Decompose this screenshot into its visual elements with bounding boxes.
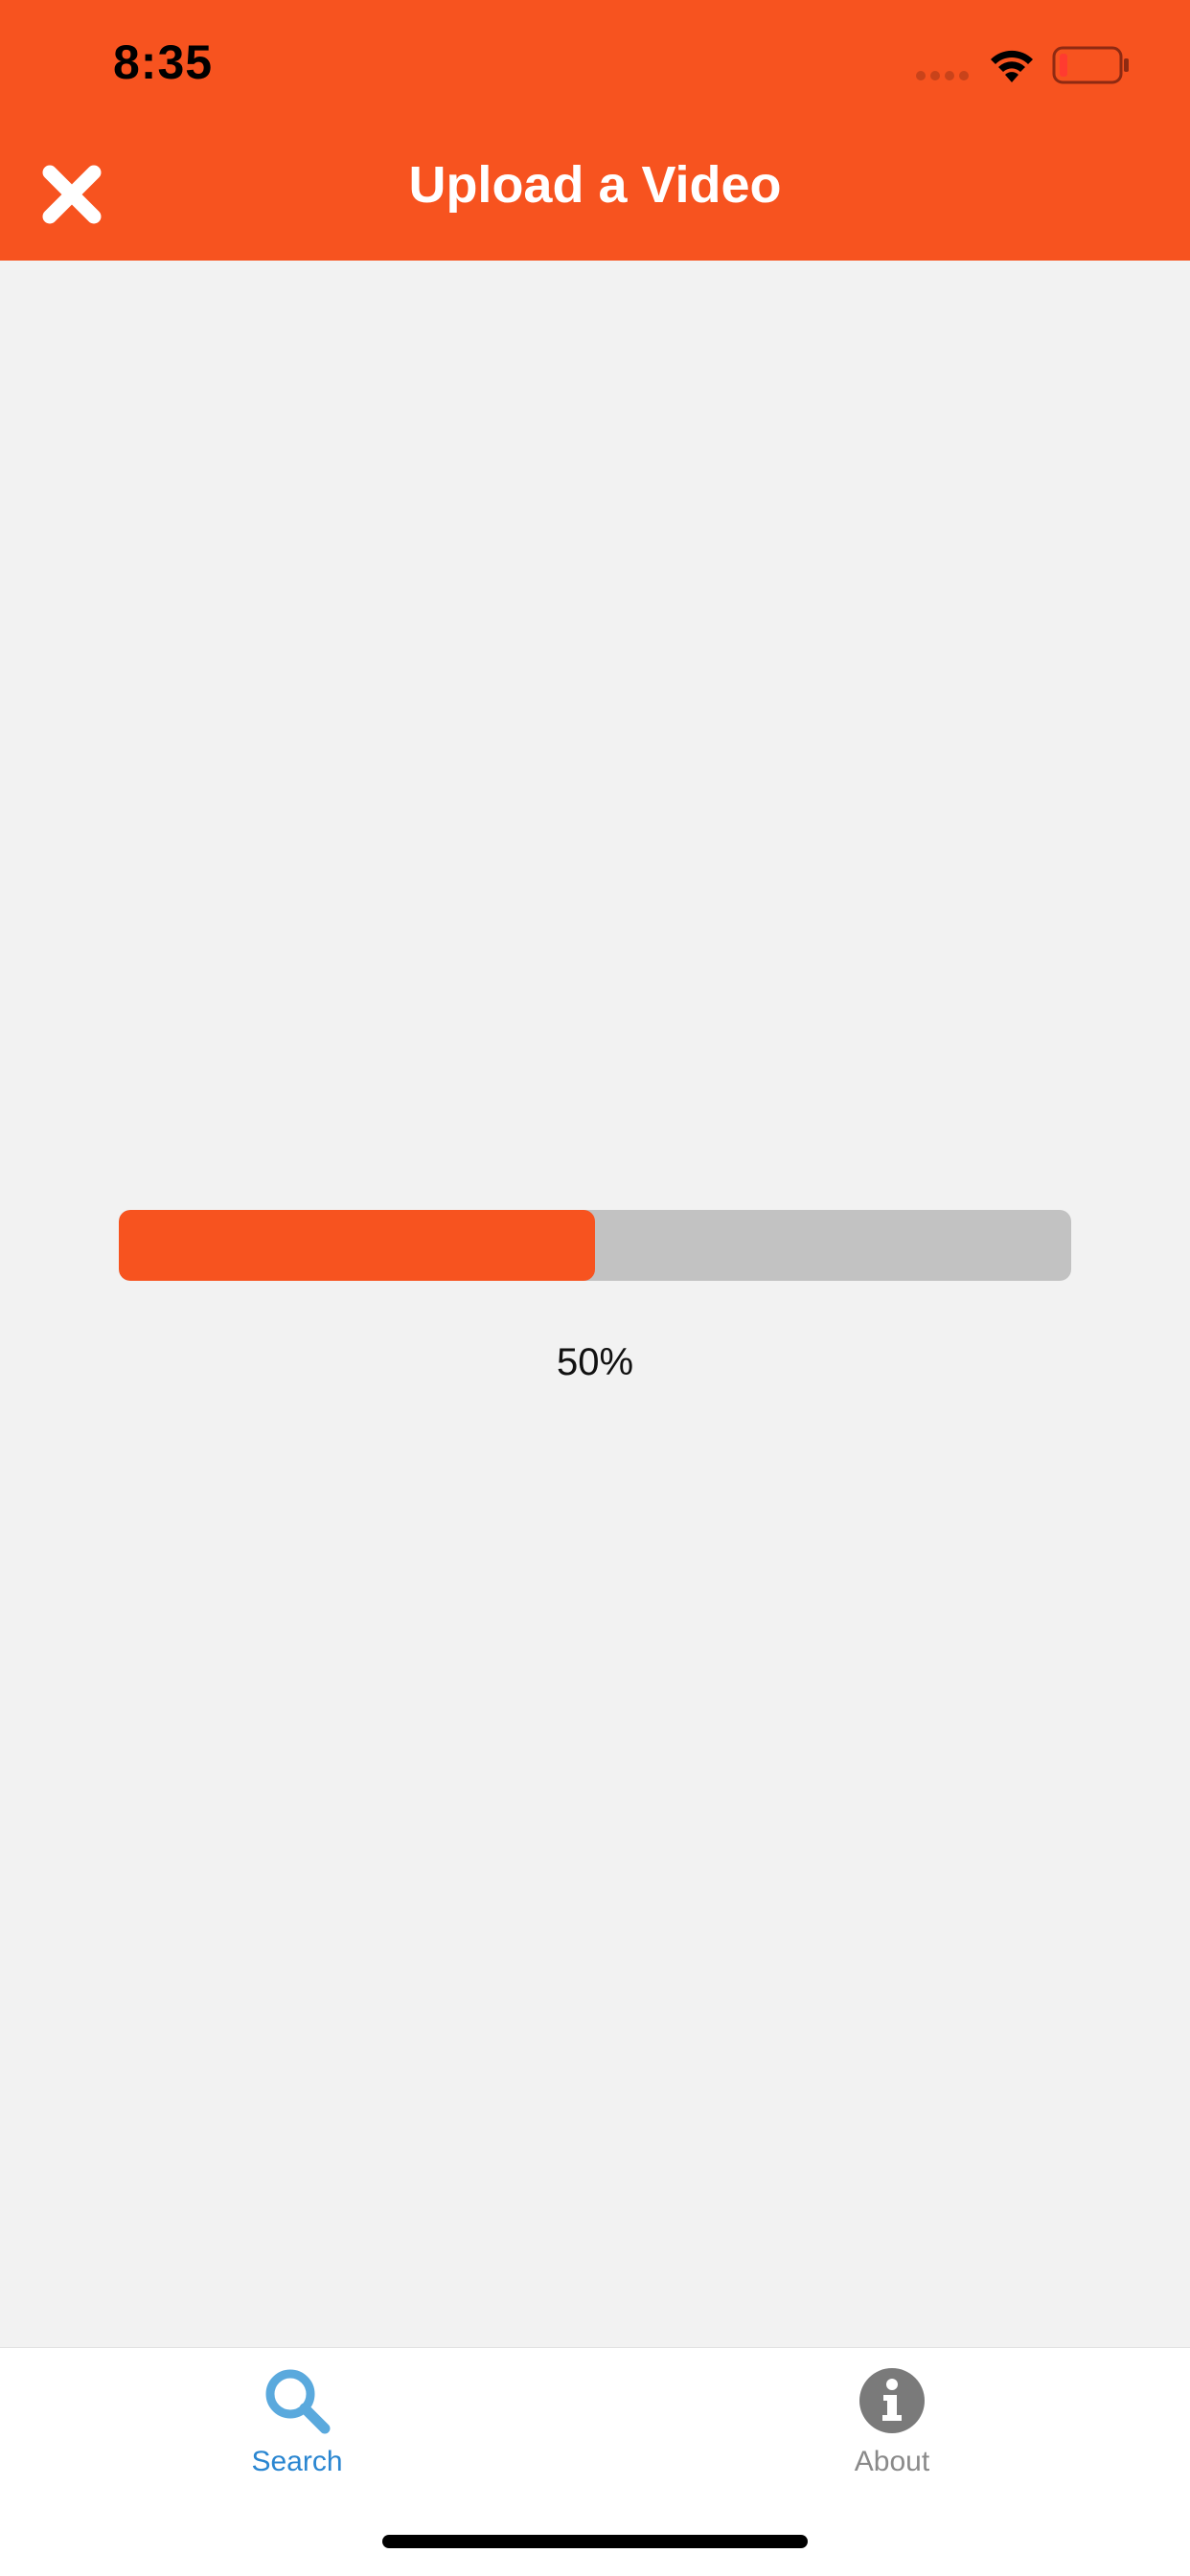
tab-about-label: About [854, 2446, 930, 2477]
home-indicator [382, 2535, 808, 2548]
close-icon [42, 165, 102, 224]
search-icon [265, 2369, 331, 2434]
tab-search-label: Search [251, 2446, 343, 2477]
tab-about[interactable]: About [748, 2365, 1036, 2519]
wifi-icon [991, 50, 1033, 82]
upload-progress-label: 50% [556, 1341, 634, 1383]
status-time: 8:35 [113, 35, 214, 89]
battery-icon [1052, 46, 1129, 84]
tab-search[interactable]: Search [153, 2365, 441, 2519]
info-icon [859, 2368, 925, 2433]
upload-progress-bar [119, 1210, 1071, 1281]
upload-progress-fill [119, 1210, 595, 1281]
close-button[interactable] [36, 159, 107, 230]
header-bar: 8:35 Upload a Video [0, 0, 1190, 261]
page-title: Upload a Video [408, 156, 782, 214]
cellular-signal-icon [916, 71, 969, 80]
